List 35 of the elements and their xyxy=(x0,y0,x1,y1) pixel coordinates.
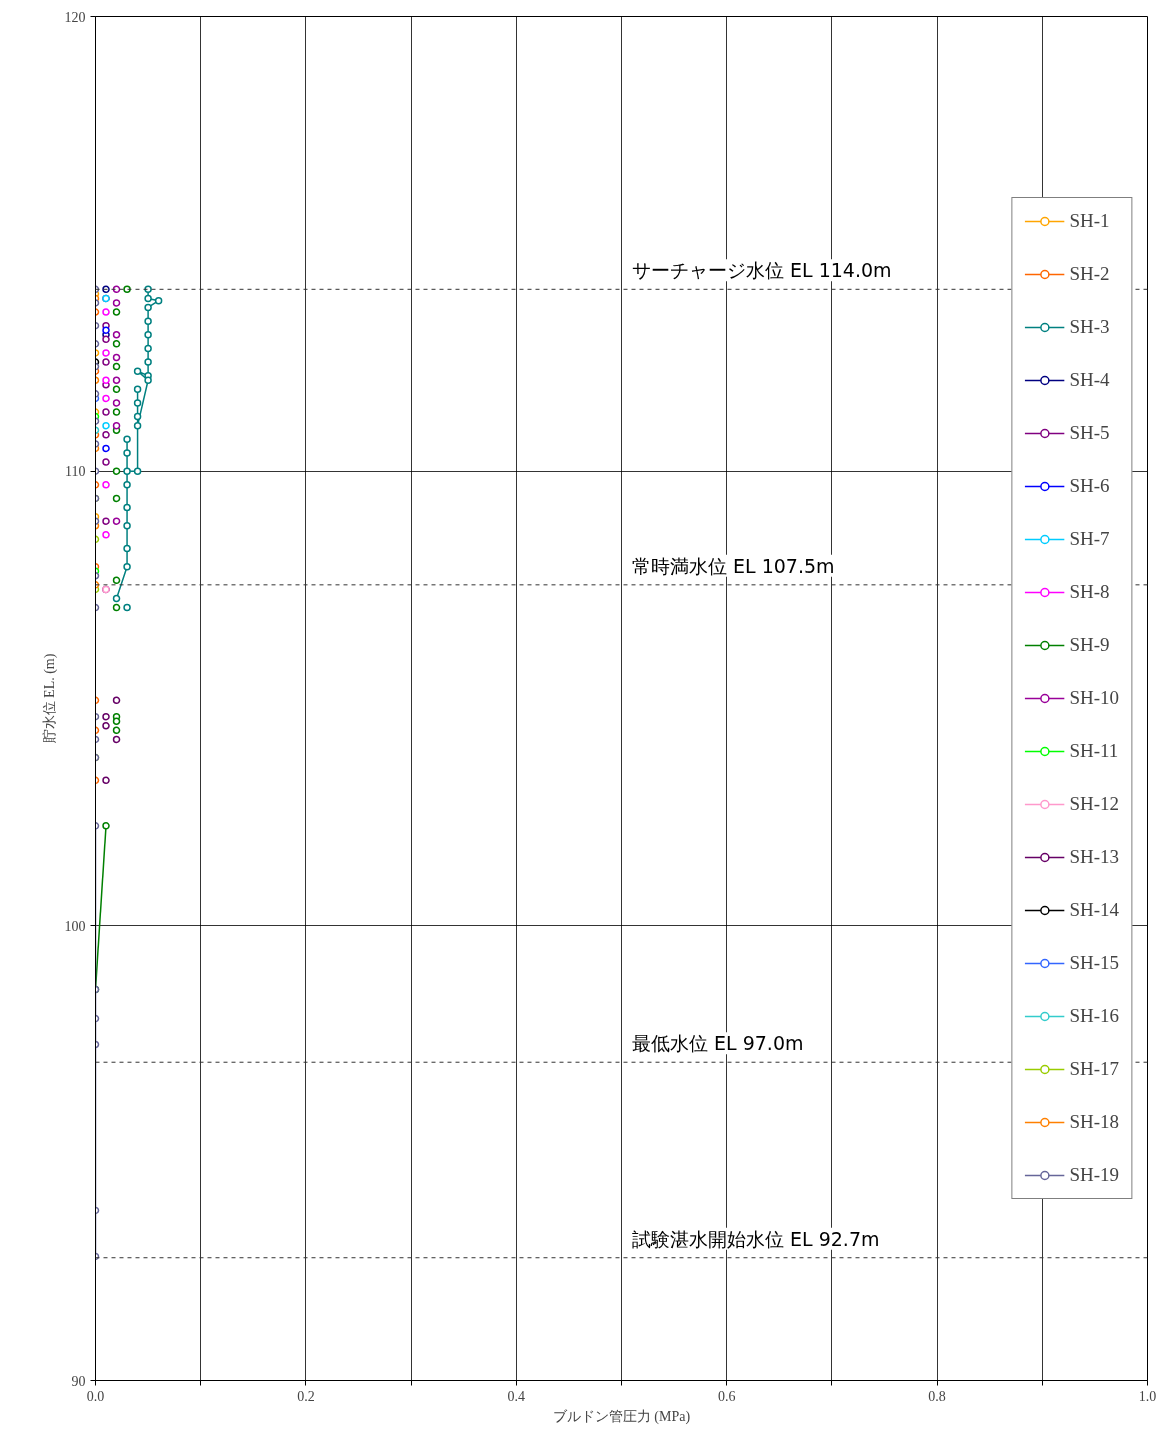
y-tick-label: 90 xyxy=(71,1373,86,1389)
legend-label: SH-5 xyxy=(1069,422,1110,444)
legend-label: SH-18 xyxy=(1069,1111,1119,1133)
legend-label: SH-1 xyxy=(1069,210,1110,232)
ref-line-label: 最低水位 EL 97.0m xyxy=(632,1032,804,1055)
legend-label: SH-15 xyxy=(1069,952,1119,974)
legend-label: SH-12 xyxy=(1069,793,1119,815)
legend-label: SH-4 xyxy=(1069,369,1110,391)
legend-label: SH-14 xyxy=(1069,899,1119,921)
x-axis-title: ブルドン管圧力 (MPa) xyxy=(552,1408,691,1425)
x-tick-label: 0.2 xyxy=(297,1388,315,1404)
y-tick-label: 120 xyxy=(64,9,86,25)
x-tick-label: 0.0 xyxy=(86,1388,105,1404)
legend-label: SH-3 xyxy=(1069,316,1110,338)
legend-label: SH-6 xyxy=(1069,475,1110,497)
y-tick-label: 110 xyxy=(65,464,86,480)
ref-line-label: 試験湛水開始水位 EL 92.7m xyxy=(632,1227,880,1250)
ref-line-label: 常時満水位 EL 107.5m xyxy=(632,554,835,577)
legend-label: SH-9 xyxy=(1069,634,1110,656)
x-tick-label: 0.8 xyxy=(928,1388,946,1404)
legend-label: SH-8 xyxy=(1069,581,1110,603)
x-tick-label: 0.4 xyxy=(507,1388,526,1404)
legend-label: SH-17 xyxy=(1069,1058,1119,1080)
y-axis-title: 貯水位 EL. (m) xyxy=(41,653,58,744)
ref-line-label: サーチャージ水位 EL 114.0m xyxy=(632,259,892,282)
legend-label: SH-19 xyxy=(1069,1164,1119,1186)
legend-label: SH-10 xyxy=(1069,687,1119,709)
x-tick-label: 1.0 xyxy=(1138,1388,1157,1404)
legend-label: SH-11 xyxy=(1069,740,1119,762)
legend-label: SH-2 xyxy=(1069,263,1110,285)
legend-label: SH-13 xyxy=(1069,846,1119,868)
x-tick-label: 0.6 xyxy=(717,1388,736,1404)
legend-label: SH-16 xyxy=(1069,1005,1119,1027)
legend-label: SH-7 xyxy=(1069,528,1110,550)
y-tick-label: 100 xyxy=(64,918,86,934)
